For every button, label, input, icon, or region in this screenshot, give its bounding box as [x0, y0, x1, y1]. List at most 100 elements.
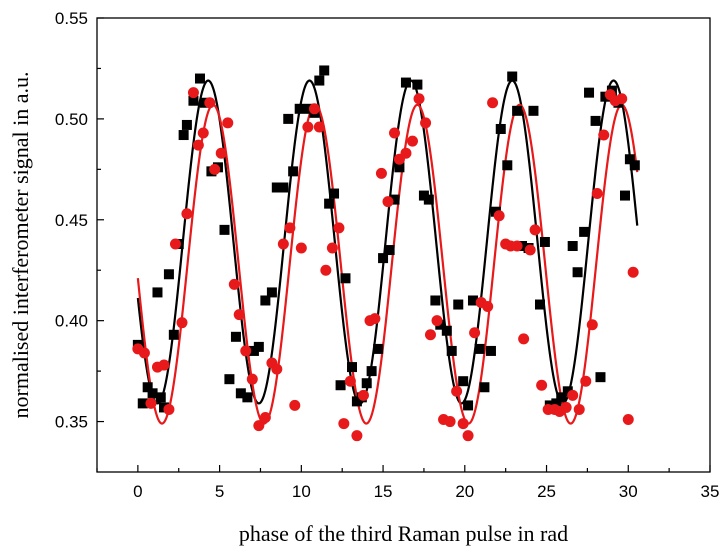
- x-tick-label: 0: [133, 482, 142, 501]
- red-circle-point: [308, 103, 320, 115]
- black-square-point: [260, 295, 271, 306]
- y-tick-label: 0.45: [55, 211, 88, 230]
- black-square-point: [507, 71, 518, 82]
- red-circle-point: [326, 242, 338, 254]
- black-square-point: [266, 287, 277, 298]
- black-square-point: [479, 382, 490, 393]
- red-circle-point: [469, 327, 481, 339]
- red-circle-point: [424, 329, 436, 341]
- x-tick-label: 15: [374, 482, 393, 501]
- black-square-point: [595, 372, 606, 383]
- black-square-point: [314, 75, 325, 86]
- red-circle-point: [197, 127, 209, 139]
- red-circle-point: [524, 244, 536, 256]
- x-axis-ticks: 0 5 10 15 20 25 30 35: [96, 465, 720, 501]
- black-square-point: [142, 382, 153, 393]
- black-square-point: [579, 226, 590, 237]
- red-circle-point: [289, 399, 301, 411]
- black-square-point: [384, 245, 395, 256]
- black-square-point: [502, 160, 513, 171]
- black-square-point: [324, 198, 335, 209]
- black-square-point: [412, 79, 423, 90]
- black-square-point: [235, 388, 246, 399]
- red-circle-point: [406, 135, 418, 147]
- black-square-point: [619, 190, 630, 201]
- black-square-point: [163, 269, 174, 280]
- red-circle-point: [529, 224, 541, 236]
- red-circle-point: [567, 389, 579, 401]
- black-square-point: [219, 224, 230, 235]
- black-square-point: [366, 366, 377, 377]
- red-circle-point: [591, 188, 603, 200]
- black-square-point: [590, 115, 601, 126]
- black-square-point: [340, 273, 351, 284]
- red-circle-point: [169, 238, 181, 250]
- red-circle-point: [271, 363, 283, 375]
- red-circle-point: [493, 210, 505, 222]
- black-square-point: [485, 345, 496, 356]
- red-circle-point: [284, 222, 296, 234]
- y-tick-label: 0.55: [55, 9, 88, 28]
- x-tick-label: 35: [701, 482, 720, 501]
- y-axis-title: normalised interferometer signal in a.u.: [8, 72, 33, 419]
- red-circle-point: [313, 121, 325, 133]
- red-circle-point: [389, 127, 401, 139]
- x-tick-label: 5: [215, 482, 224, 501]
- black-square-point: [361, 378, 372, 389]
- black-square-point: [453, 299, 464, 310]
- plot-area-frame: [96, 17, 711, 473]
- red-circle-point: [204, 97, 216, 109]
- black-square-point: [389, 194, 400, 205]
- red-circle-point: [580, 375, 592, 387]
- black-square-point: [194, 73, 205, 84]
- red-circle-point: [357, 389, 369, 401]
- red-circle-point: [320, 264, 332, 276]
- black-square-point: [230, 331, 241, 342]
- black-square-point: [584, 87, 595, 98]
- red-circle-point: [457, 418, 469, 430]
- red-circle-point: [295, 242, 307, 254]
- red-circle-point: [400, 147, 412, 159]
- black-square-point: [137, 398, 148, 409]
- black-square-point: [329, 188, 340, 199]
- black-square-point: [347, 362, 358, 373]
- red-circle-point: [259, 412, 271, 424]
- black-square-point: [155, 392, 166, 403]
- red-circle-point: [431, 315, 443, 327]
- red-circle-point: [338, 418, 350, 430]
- x-tick-label: 30: [619, 482, 638, 501]
- red-circle-point: [302, 121, 314, 133]
- fit-curves: [136, 79, 639, 425]
- black-square-point: [474, 343, 485, 354]
- red-circle-point: [163, 403, 175, 415]
- red-circle-point: [420, 117, 432, 129]
- x-tick-label: 25: [537, 482, 556, 501]
- red-circle-point: [351, 430, 363, 442]
- black-square-point: [624, 154, 635, 165]
- red-circle-point: [369, 313, 381, 325]
- black-square-point: [188, 95, 199, 106]
- black-square-point: [534, 299, 545, 310]
- red-circle-point: [181, 208, 193, 220]
- black-square-point: [283, 113, 294, 124]
- black-square-point: [400, 77, 411, 88]
- red-circle-point: [536, 379, 548, 391]
- black-square-point: [551, 398, 562, 409]
- red-circle-point: [622, 414, 634, 426]
- red-circle-point: [277, 238, 289, 250]
- black-square-point: [629, 160, 640, 171]
- red-circle-point: [145, 397, 157, 409]
- red-circle-point: [627, 266, 639, 278]
- black-square-point: [294, 103, 305, 114]
- red-circle-point: [192, 139, 204, 151]
- black-square-point: [319, 65, 330, 76]
- x-tick-label: 10: [292, 482, 311, 501]
- black-square-point: [556, 392, 567, 403]
- red-circle-point: [598, 129, 610, 141]
- red-circle-point: [462, 430, 474, 442]
- red-circle-point: [209, 163, 221, 175]
- black-square-point: [394, 162, 405, 173]
- red-circle-point: [413, 93, 425, 105]
- black-square-point: [335, 380, 346, 391]
- black-square-point: [430, 295, 441, 306]
